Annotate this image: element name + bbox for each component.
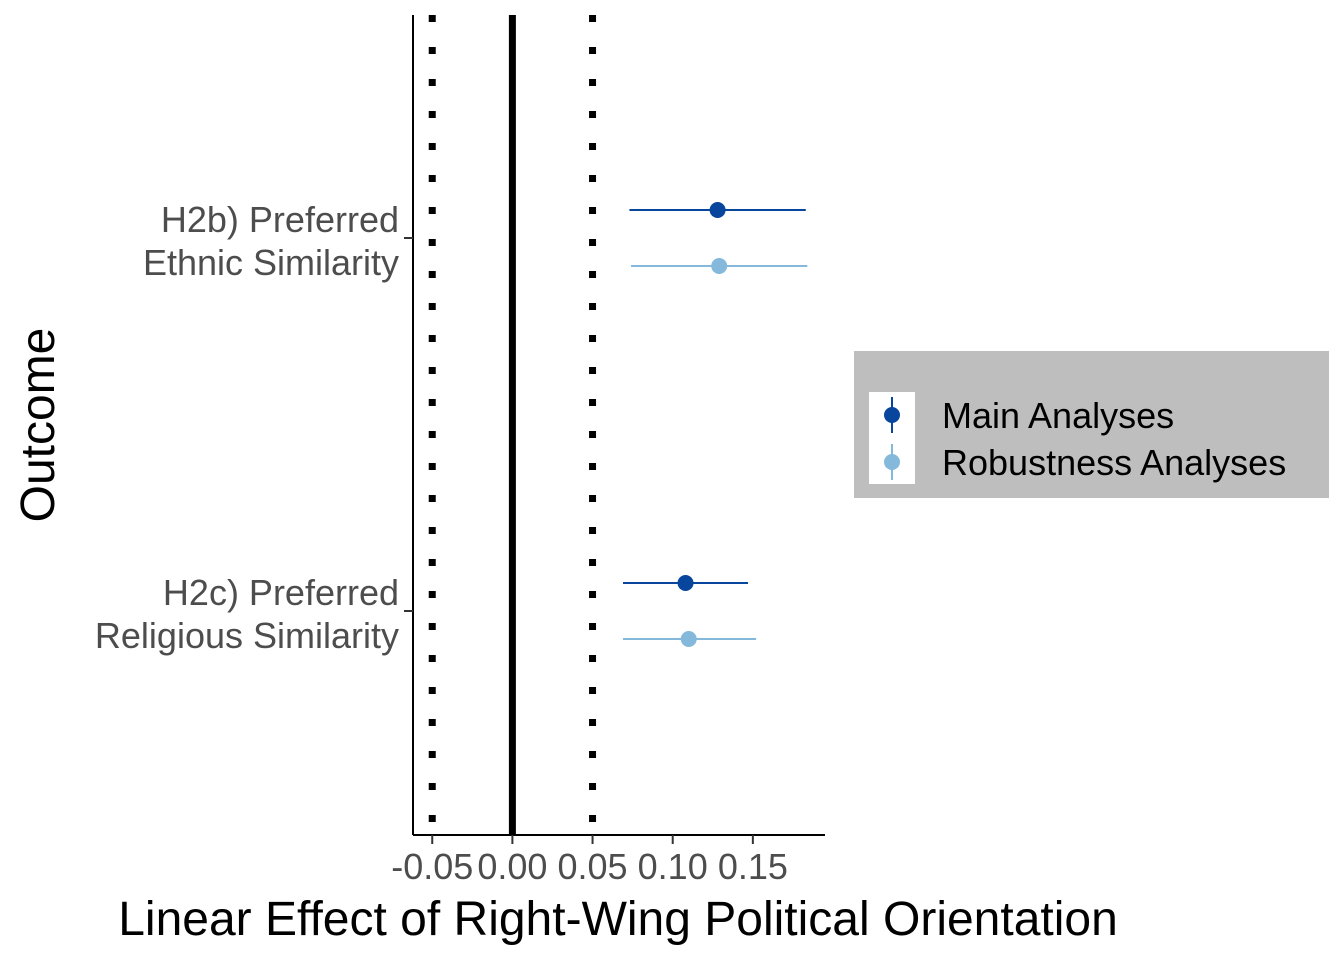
legend-label: Robustness Analyses <box>942 442 1286 483</box>
x-tick-label: 0.15 <box>718 846 788 887</box>
legend-background <box>854 351 1329 498</box>
y-tick-label-h2c: H2c) Preferred <box>163 572 399 613</box>
point-estimate <box>677 575 694 591</box>
axes <box>412 15 825 836</box>
y-axis-title: Outcome <box>12 328 65 523</box>
y-tick-label-h2c-line2: Religious Similarity <box>95 615 399 656</box>
legend: Main Analyses Robustness Analyses <box>854 351 1329 498</box>
x-tick-label: 0.00 <box>477 846 547 887</box>
y-tick-label-h2b-line2: Ethnic Similarity <box>143 242 399 283</box>
x-axis-title: Linear Effect of Right-Wing Political Or… <box>118 893 1118 946</box>
reference-lines <box>428 15 597 835</box>
x-tick-label: -0.05 <box>391 846 473 887</box>
y-tick-label-h2b: H2b) Preferred <box>161 199 399 240</box>
x-tick-label: 0.05 <box>558 846 628 887</box>
legend-label: Main Analyses <box>942 395 1174 436</box>
legend-key-point <box>884 407 900 423</box>
point-estimate <box>709 202 726 218</box>
legend-key-point <box>884 454 900 470</box>
data-marks <box>623 202 808 647</box>
x-axis-ticks: -0.05 0.00 0.05 0.10 0.15 <box>391 835 788 887</box>
x-tick-label: 0.10 <box>638 846 708 887</box>
point-estimate <box>680 631 697 647</box>
point-estimate <box>711 258 728 274</box>
